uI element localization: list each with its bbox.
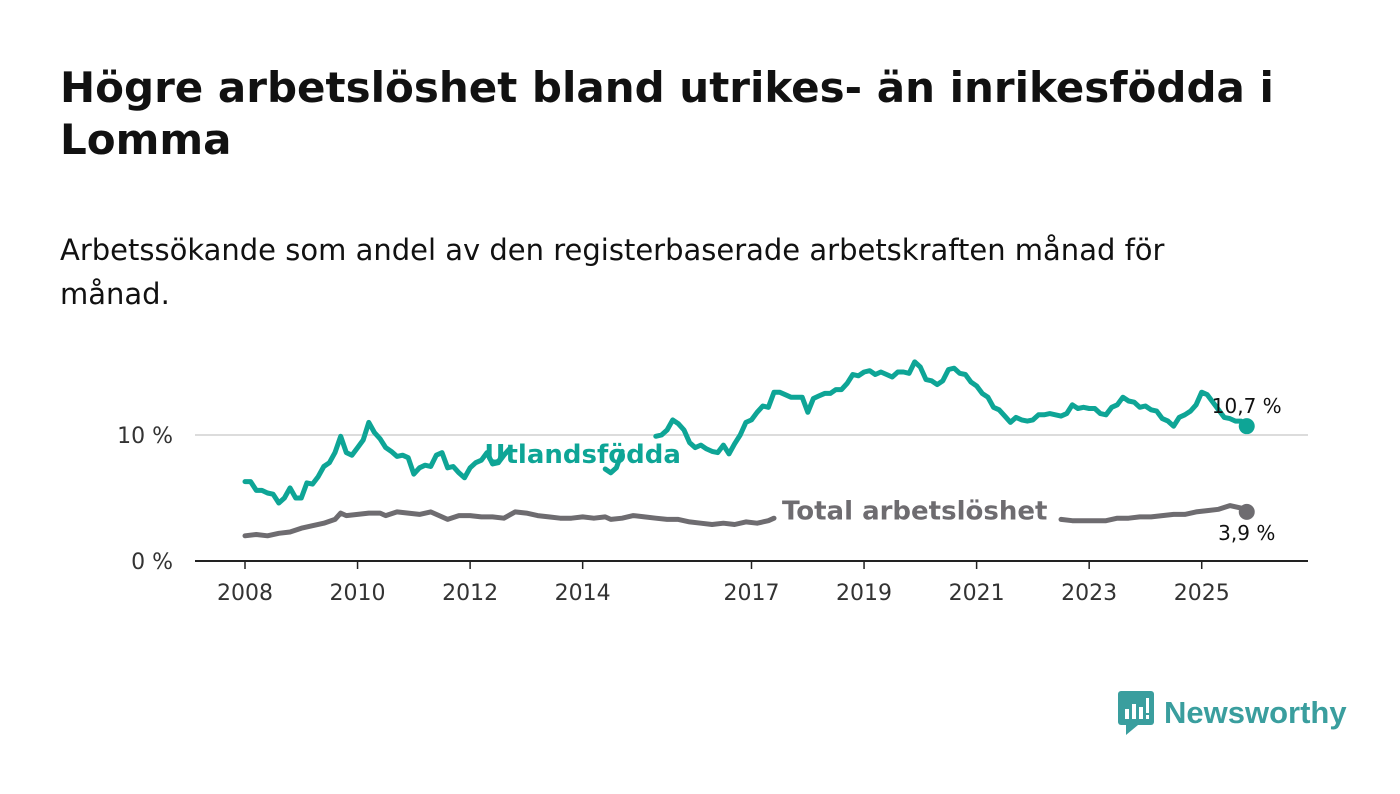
y-tick-label: 0 % [131, 550, 173, 575]
x-tick-label: 2010 [330, 581, 386, 606]
x-axis: 0 % 10 % 2008 2010 2012 2014 2017 2019 2021 2023 2… [117, 424, 1308, 606]
utlandsfodda-end-marker [1238, 418, 1255, 435]
utlandsfodda-line [242, 419, 512, 506]
x-tick-label: 2021 [949, 581, 1005, 606]
x-tick-label: 2012 [442, 581, 498, 606]
utlandsfodda-series-label: Utlandsfödda [484, 440, 681, 470]
x-tick-label: 2017 [724, 581, 780, 606]
newsworthy-logo: Newsworthy [1118, 690, 1347, 736]
total-arbetsloshet-end-label: 3,9 % [1218, 521, 1275, 545]
total-arbetsloshet-end-marker [1238, 503, 1255, 520]
newsworthy-bar-chart-icon [1118, 691, 1154, 735]
total-arbetsloshet-line [242, 509, 777, 539]
total-arbetsloshet-line [1058, 503, 1250, 524]
total-arbetsloshet-series-label: Total arbetslöshet [782, 497, 1047, 527]
utlandsfodda-line [653, 359, 1250, 457]
x-tick-label: 2023 [1061, 581, 1117, 606]
chart-labels: 10,7 % 3,9 % Utlandsfödda Total arbetslöshe… [484, 394, 1281, 545]
x-tick-label: 2025 [1174, 581, 1230, 606]
chart-title: Högre arbetslöshet bland utrikes- än inr… [60, 63, 1274, 164]
brand-name: Newsworthy [1164, 695, 1347, 730]
x-tick-label: 2014 [555, 581, 611, 606]
y-tick-label: 10 % [117, 424, 173, 449]
utlandsfodda-line [602, 448, 625, 476]
x-tick-label: 2008 [217, 581, 273, 606]
x-tick-label: 2019 [836, 581, 892, 606]
series-lines [242, 359, 1255, 539]
chart-subtitle: Arbetssökande som andel av den registerb… [60, 233, 1165, 311]
utlandsfodda-end-label: 10,7 % [1212, 394, 1282, 418]
